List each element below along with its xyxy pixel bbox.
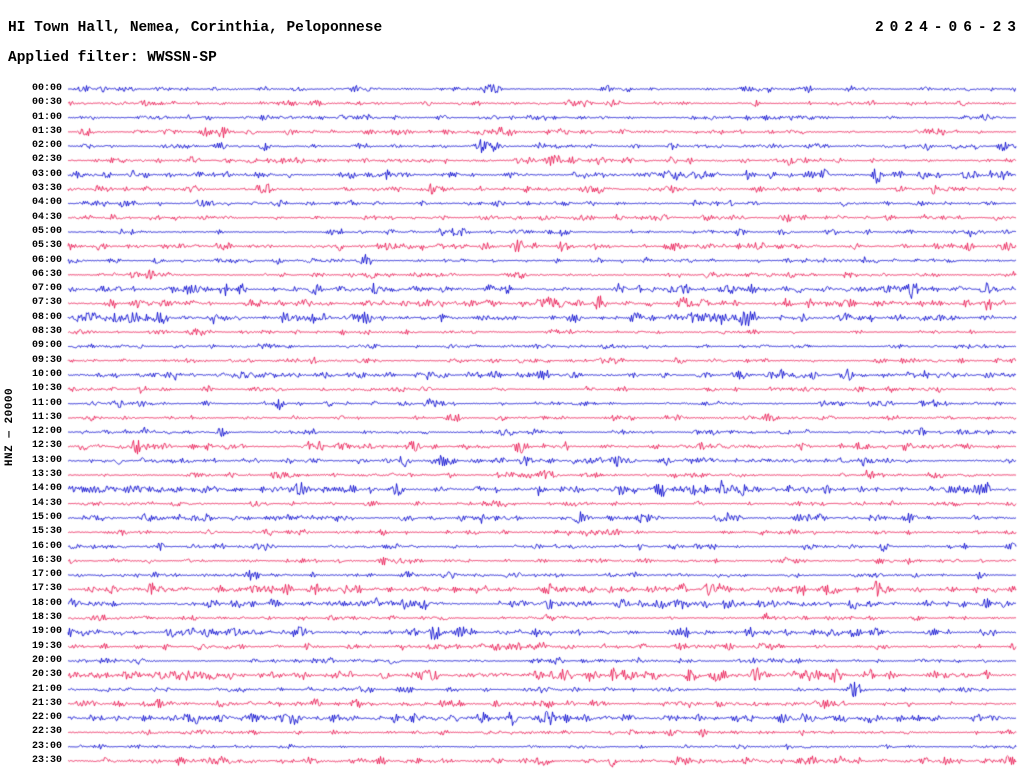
date-label: 2024-06-23 <box>874 20 1022 36</box>
seismogram-traces-canvas <box>0 75 1024 780</box>
station-title: HI Town Hall, Nemea, Corinthia, Peloponn… <box>8 20 383 36</box>
applied-filter-label: Applied filter: WWSSN-SP <box>8 50 217 66</box>
